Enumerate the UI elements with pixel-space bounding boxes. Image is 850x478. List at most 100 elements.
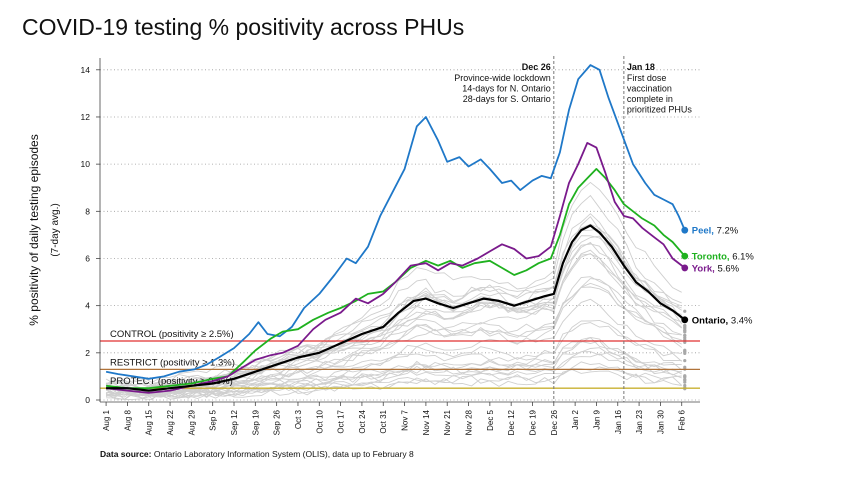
phu-background-line xyxy=(106,369,682,400)
x-tick-label: Feb 6 xyxy=(678,409,687,430)
x-tick-label: Sep 12 xyxy=(230,409,239,435)
threshold-label: PROTECT (positivity ≥ 0.5%) xyxy=(110,376,233,387)
x-tick-label: Jan 23 xyxy=(635,409,644,434)
phu-background-line xyxy=(105,322,682,396)
x-tick-label: Nov 7 xyxy=(401,409,410,430)
y-tick-label: 12 xyxy=(81,112,91,122)
annotation-text: Province-wide lockdown xyxy=(454,73,551,83)
series-end-value: 6.1% xyxy=(730,252,755,263)
x-tick-label: Oct 31 xyxy=(379,409,388,433)
series-line-toronto xyxy=(105,168,686,390)
x-tick-label: Jan 9 xyxy=(592,409,601,429)
phu-background-endpoint xyxy=(683,349,687,353)
y-tick-label: 8 xyxy=(85,206,90,216)
phu-background-line xyxy=(106,228,682,393)
y-axis-sublabel: (7-day avg.) xyxy=(50,203,61,256)
annotation-text: 28-days for S. Ontario xyxy=(463,94,551,104)
x-tick-label: Aug 22 xyxy=(166,409,175,435)
y-tick-label: 10 xyxy=(81,159,91,169)
phu-background-endpoint xyxy=(683,359,687,363)
data-source-prefix: Data source: xyxy=(100,449,152,459)
y-tick-label: 4 xyxy=(85,301,90,311)
x-tick-label: Jan 30 xyxy=(656,409,665,434)
phu-background-line xyxy=(105,252,683,396)
x-tick-label: Nov 14 xyxy=(422,409,431,435)
phu-background-line xyxy=(106,282,682,398)
series-label-peel: Peel, 7.2% xyxy=(692,226,739,237)
annotation-text: 14-days for N. Ontario xyxy=(462,84,551,94)
data-source-note: Data source: Ontario Laboratory Informat… xyxy=(100,449,414,459)
series-name: Toronto, xyxy=(692,252,730,263)
phu-background-endpoint xyxy=(683,330,687,334)
x-tick-label: Dec 12 xyxy=(507,409,516,435)
x-tick-label: Nov 21 xyxy=(443,409,452,435)
series-name: Peel, xyxy=(692,226,714,237)
series-line-peel xyxy=(105,64,686,380)
x-tick-label: Dec 5 xyxy=(486,409,495,430)
series-line-ontario xyxy=(106,224,686,392)
phu-background-endpoint xyxy=(683,336,687,340)
x-tick-label: Oct 3 xyxy=(294,409,303,429)
series-end-value: 5.6% xyxy=(715,263,740,274)
series-name: Ontario, xyxy=(692,315,728,326)
annotation-text: complete in xyxy=(627,94,673,104)
threshold-lines: CONTROL (positivity ≥ 2.5%) RESTRICT (pos… xyxy=(100,329,700,389)
x-tick-label: Sep 5 xyxy=(209,409,218,430)
threshold-label: CONTROL (positivity ≥ 2.5%) xyxy=(110,329,234,340)
series-label-toronto: Toronto, 6.1% xyxy=(692,252,755,263)
x-tick-label: Dec 19 xyxy=(528,409,537,435)
phu-background-endpoint xyxy=(683,383,687,388)
series-label-ontario: Ontario, 3.4% xyxy=(692,315,753,326)
x-tick-label: Oct 10 xyxy=(315,409,324,433)
series-endpoint-york xyxy=(681,264,689,272)
phu-background-endpoint xyxy=(683,374,687,378)
data-source-text: Ontario Laboratory Information System (O… xyxy=(151,449,414,459)
phu-background-line xyxy=(105,347,682,398)
phu-background-line xyxy=(106,194,682,384)
series-label-york: York, 5.6% xyxy=(692,263,740,274)
series-endpoint-toronto xyxy=(681,252,689,260)
phu-background-endpoint xyxy=(683,309,687,313)
series-line-york xyxy=(105,142,686,394)
x-tick-label: Sep 26 xyxy=(273,409,282,435)
phu-background-line xyxy=(106,235,683,395)
threshold-label: RESTRICT (positivity ≥ 1.3%) xyxy=(110,357,235,368)
y-axis-label: % positivity of daily testing episodes xyxy=(27,134,41,325)
y-tick-label: 2 xyxy=(85,348,90,358)
x-tick-label: Jan 2 xyxy=(571,409,580,429)
grid-lines xyxy=(100,69,700,401)
axes: 0 2 4 6 8 10 12 14 Aug 1 Aug 8 Aug 15 Aug 22 Aug 29 S… xyxy=(81,58,700,435)
x-tick-label: Dec 26 xyxy=(550,409,559,435)
phu-background-endpoint xyxy=(683,333,687,338)
x-tick-label: Aug 29 xyxy=(187,409,196,435)
y-tick-label: 6 xyxy=(85,253,90,263)
series-endpoint-ontario xyxy=(681,316,689,324)
series-end-value: 7.2% xyxy=(714,226,739,237)
x-tick-label: Aug 1 xyxy=(102,409,111,430)
annotation-title: Jan 18 xyxy=(627,62,655,72)
y-tick-label: 0 xyxy=(85,395,90,405)
annotation-text: vaccination xyxy=(627,84,672,94)
annotation-text: prioritized PHUs xyxy=(627,105,693,115)
x-tick-label: Sep 19 xyxy=(251,409,260,435)
chart-title: COVID-19 testing % positivity across PHU… xyxy=(22,14,465,40)
x-tick-label: Nov 28 xyxy=(465,409,474,435)
x-tick-label: Oct 24 xyxy=(358,409,367,433)
series-name: York, xyxy=(692,263,715,274)
series-labels: Peel, 7.2%Toronto, 6.1%York, 5.6%Ontario… xyxy=(692,226,755,327)
phu-background-line xyxy=(105,181,682,395)
phu-background-endpoint xyxy=(683,323,687,328)
y-tick-label: 14 xyxy=(81,65,91,75)
x-tick-label: Aug 8 xyxy=(123,409,132,430)
annotation-text: First dose xyxy=(627,73,667,83)
x-tick-label: Oct 17 xyxy=(337,409,346,433)
series-end-value: 3.4% xyxy=(728,315,753,326)
x-tick-label: Aug 15 xyxy=(145,409,154,435)
phu-background-endpoint xyxy=(683,377,687,381)
annotation-title: Dec 26 xyxy=(522,62,551,72)
series-lines xyxy=(105,64,689,394)
series-endpoint-peel xyxy=(681,226,689,234)
x-tick-label: Jan 16 xyxy=(614,409,623,434)
